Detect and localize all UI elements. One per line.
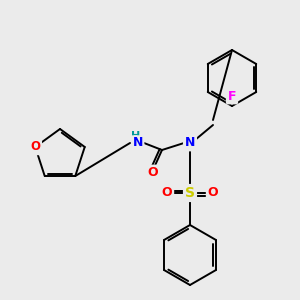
Text: O: O bbox=[148, 167, 158, 179]
Text: O: O bbox=[208, 187, 218, 200]
Text: O: O bbox=[162, 187, 172, 200]
Text: S: S bbox=[185, 186, 195, 200]
Text: N: N bbox=[133, 136, 143, 149]
Text: H: H bbox=[131, 131, 141, 141]
Text: F: F bbox=[228, 89, 236, 103]
Text: N: N bbox=[185, 136, 195, 149]
Text: O: O bbox=[30, 140, 40, 154]
